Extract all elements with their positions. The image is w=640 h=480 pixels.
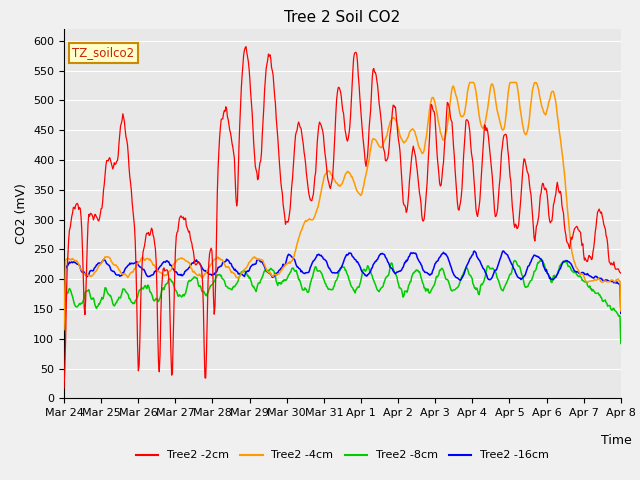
Text: TZ_soilco2: TZ_soilco2 [72, 47, 134, 60]
Legend: Tree2 -2cm, Tree2 -4cm, Tree2 -8cm, Tree2 -16cm: Tree2 -2cm, Tree2 -4cm, Tree2 -8cm, Tree… [132, 446, 553, 465]
X-axis label: Time: Time [601, 433, 632, 446]
Title: Tree 2 Soil CO2: Tree 2 Soil CO2 [284, 10, 401, 25]
Y-axis label: CO2 (mV): CO2 (mV) [15, 183, 28, 244]
